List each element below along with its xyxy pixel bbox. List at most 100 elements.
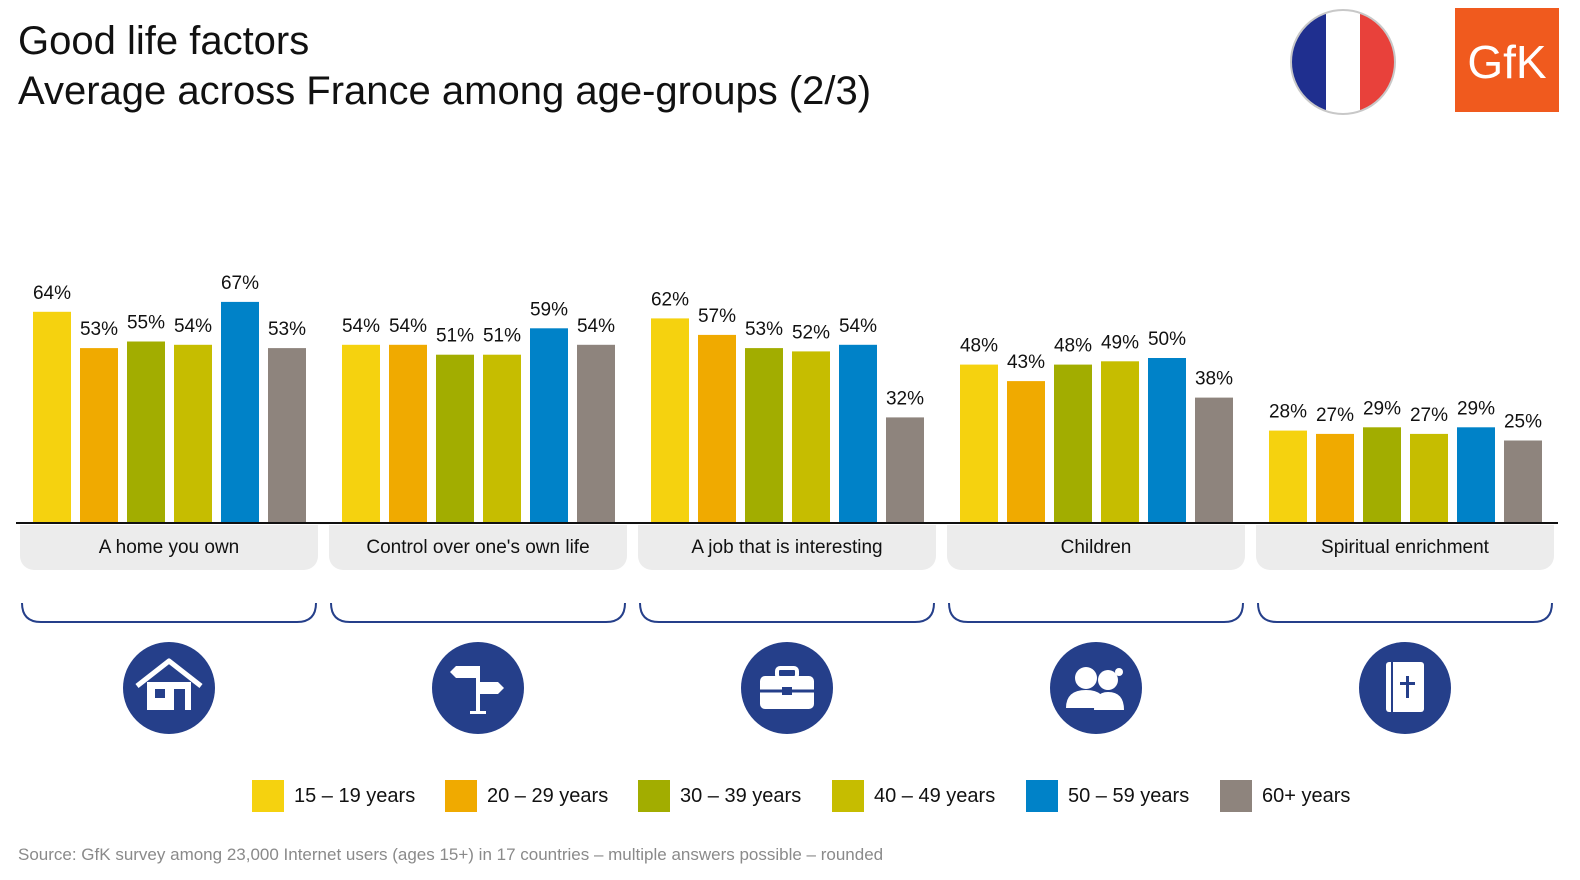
legend-swatch: [1220, 780, 1252, 812]
value-label-3-2: 57%: [698, 306, 736, 327]
legend-swatch: [445, 780, 477, 812]
legend-item-5: 50 – 59 years: [1026, 778, 1189, 814]
category-brace-1: [21, 602, 317, 623]
category-label-4: Children: [1061, 537, 1132, 558]
legend-swatch: [252, 780, 284, 812]
value-label-5-4: 27%: [1410, 405, 1448, 426]
legend: 15 – 19 years 20 – 29 years 30 – 39 years 4…: [0, 778, 1580, 814]
category-label-2: Control over one's own life: [366, 537, 589, 558]
bar-2-1: [342, 344, 380, 523]
bar-5-4: [1410, 433, 1448, 523]
bar-1-2: [80, 348, 118, 523]
value-label-3-3: 53%: [745, 319, 783, 340]
house-icon: [123, 642, 215, 734]
bar-3-5: [839, 344, 877, 523]
gfk-logo: GfK: [1455, 8, 1559, 112]
category-braces-layer: [21, 602, 1553, 623]
value-label-5-1: 28%: [1269, 402, 1307, 423]
title-line-1: Good life factors: [18, 19, 310, 63]
category-pill-top-4: [947, 525, 1245, 543]
value-label-4-5: 50%: [1148, 329, 1186, 350]
category-pill-top-2: [329, 525, 627, 543]
bar-4-5: [1148, 358, 1186, 523]
bar-1-3: [127, 341, 165, 523]
bar-1-5: [221, 301, 259, 523]
value-label-4-4: 49%: [1101, 332, 1139, 353]
value-label-3-1: 62%: [651, 289, 689, 310]
value-label-4-1: 48%: [960, 336, 998, 357]
flag-stripe-white: [1326, 10, 1360, 114]
bar-3-4: [792, 351, 830, 523]
value-label-2-4: 51%: [483, 326, 521, 347]
value-label-1-4: 54%: [174, 316, 212, 337]
legend-label: 15 – 19 years: [294, 784, 416, 807]
value-label-4-3: 48%: [1054, 336, 1092, 357]
value-label-1-5: 67%: [221, 273, 259, 294]
title-line-2: Average across France among age-groups (…: [18, 69, 872, 113]
logo-text: GfK: [1467, 36, 1547, 88]
logo-background: [1455, 8, 1559, 112]
bar-2-3: [436, 354, 474, 523]
legend-label: 60+ years: [1262, 784, 1351, 807]
bar-4-3: [1054, 364, 1092, 523]
page-title: Good life factors Average across France …: [18, 16, 871, 116]
briefcase-icon: [741, 642, 833, 734]
category-label-3: A job that is interesting: [691, 537, 882, 558]
value-label-2-1: 54%: [342, 316, 380, 337]
bar-5-6: [1504, 440, 1542, 523]
bible-icon: [1359, 642, 1451, 734]
legend-label: 40 – 49 years: [874, 784, 996, 807]
source-note: Source: GfK survey among 23,000 Internet…: [18, 845, 884, 864]
legend-label: 50 – 59 years: [1068, 784, 1190, 807]
category-pill-top-3: [638, 525, 936, 543]
category-brace-5: [1257, 602, 1553, 623]
bar-1-4: [174, 344, 212, 523]
category-icons-layer: [123, 642, 1451, 734]
value-label-2-5: 59%: [530, 299, 568, 320]
value-label-5-2: 27%: [1316, 405, 1354, 426]
bar-2-4: [483, 354, 521, 523]
legend-item-4: 40 – 49 years: [832, 778, 995, 814]
legend-label: 20 – 29 years: [487, 784, 609, 807]
bar-3-6: [886, 417, 924, 523]
category-pill-top-1: [20, 525, 318, 543]
value-label-1-6: 53%: [268, 319, 306, 340]
bar-3-1: [651, 318, 689, 523]
legend-swatch: [638, 780, 670, 812]
value-label-2-2: 54%: [389, 316, 427, 337]
legend-label: 30 – 39 years: [680, 784, 802, 807]
category-brace-3: [639, 602, 935, 623]
legend-item-3: 30 – 39 years: [638, 778, 801, 814]
value-label-5-5: 29%: [1457, 398, 1495, 419]
value-label-1-1: 64%: [33, 283, 71, 304]
value-label-4-6: 38%: [1195, 369, 1233, 390]
value-label-5-6: 25%: [1504, 412, 1542, 433]
legend-item-1: 15 – 19 years: [252, 778, 415, 814]
bar-3-2: [698, 334, 736, 523]
signpost-icon: [432, 642, 524, 734]
people-icon: [1050, 642, 1142, 734]
value-label-1-2: 53%: [80, 319, 118, 340]
value-labels-layer: 64% 53% 55% 54% 67% 53% 54% 54% 51% 51% 59% 54% 62% 5…: [33, 273, 1542, 433]
category-pills-layer: A home you own Control over one's own lif…: [20, 525, 1554, 570]
bar-5-3: [1363, 427, 1401, 523]
category-label-1: A home you own: [99, 537, 239, 558]
category-brace-2: [330, 602, 626, 623]
bar-4-1: [960, 364, 998, 523]
legend-swatch: [1026, 780, 1058, 812]
value-label-3-4: 52%: [792, 322, 830, 343]
bar-5-5: [1457, 427, 1495, 523]
value-label-2-3: 51%: [436, 326, 474, 347]
bar-2-2: [389, 344, 427, 523]
bar-4-2: [1007, 381, 1045, 523]
legend-swatch: [832, 780, 864, 812]
value-label-3-6: 32%: [886, 388, 924, 409]
value-label-1-3: 55%: [127, 313, 165, 334]
value-label-2-6: 54%: [577, 316, 615, 337]
bar-2-5: [530, 328, 568, 523]
legend-item-2: 20 – 29 years: [445, 778, 608, 814]
legend-item-6: 60+ years: [1220, 778, 1350, 814]
bar-4-6: [1195, 397, 1233, 523]
france-flag-icon: [1290, 9, 1396, 115]
